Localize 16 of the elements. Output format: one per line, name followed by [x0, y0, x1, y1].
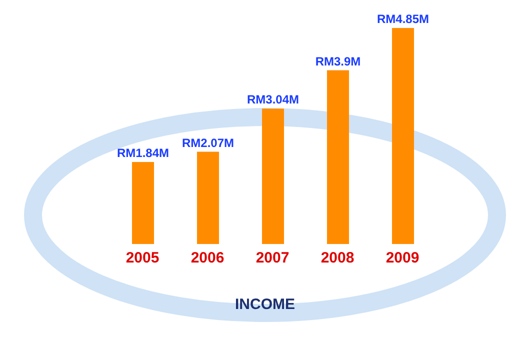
x-tick-label: 2008 — [320, 250, 354, 267]
x-tick-label: 2007 — [256, 250, 290, 267]
bar — [392, 28, 414, 244]
x-tick-label: 2009 — [386, 250, 420, 267]
bar — [197, 152, 219, 244]
data-label: RM3.04M — [246, 92, 300, 107]
data-label: RM2.07M — [182, 136, 234, 150]
data-label: RM1.84M — [116, 146, 170, 160]
data-label: RM4.85M — [376, 12, 430, 26]
x-tick-label: 2006 — [190, 250, 224, 267]
bar — [132, 162, 154, 244]
data-label: RM3.9M — [315, 54, 361, 68]
x-tick-label: 2005 — [126, 250, 160, 267]
x-axis-title: INCOME — [234, 296, 296, 313]
bar — [327, 70, 349, 244]
bar — [262, 108, 284, 244]
